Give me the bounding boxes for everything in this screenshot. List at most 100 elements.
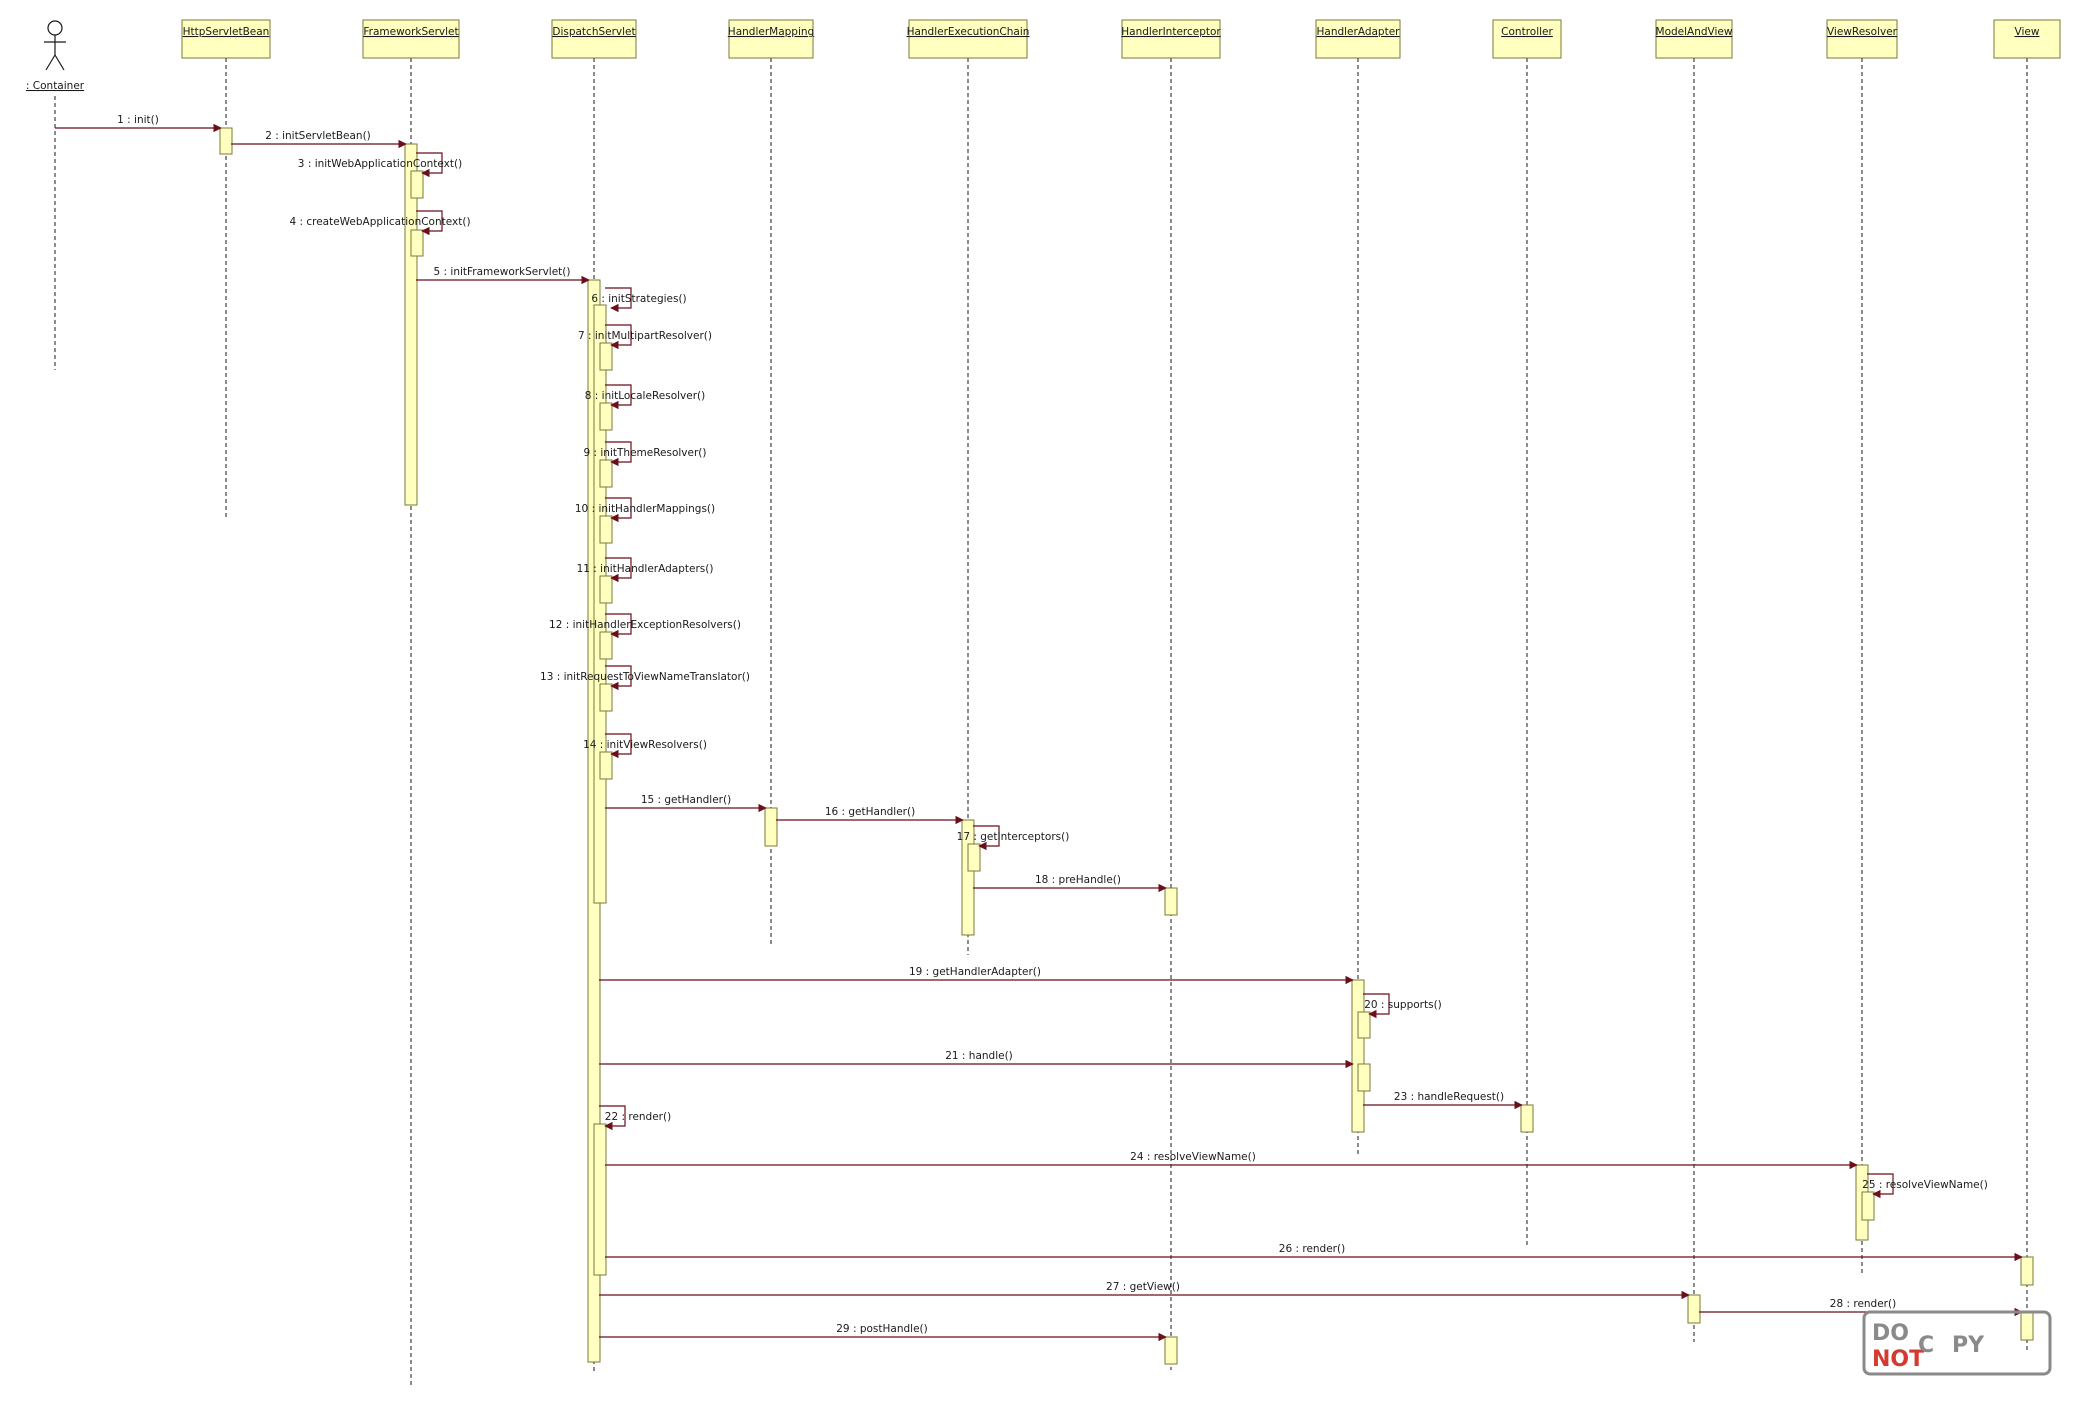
message-29: 29 : postHandle() [599, 1323, 1167, 1342]
participant-label: Controller [1501, 26, 1553, 38]
message-arrow [416, 152, 443, 178]
participant-box [181, 19, 271, 59]
participant-box [1315, 19, 1401, 59]
participant-box [1121, 19, 1221, 59]
message-label: 19 : getHandlerAdapter() [909, 966, 1041, 978]
message-21: 21 : handle() [599, 1050, 1354, 1069]
message-14: 14 : initViewResolvers() [583, 733, 707, 759]
message-25: 25 : resolveViewName() [1862, 1173, 1988, 1199]
message-label: 12 : initHandlerExceptionResolvers() [549, 619, 741, 631]
actor-leg-left [45, 54, 56, 71]
activation-handlerinterceptor-29 [1164, 1336, 1178, 1365]
participant-box [728, 19, 814, 59]
message-label: 16 : getHandler() [825, 806, 915, 818]
message-arrow [599, 1105, 626, 1131]
message-label: 10 : initHandlerMappings() [575, 503, 715, 515]
message-label: 24 : resolveViewName() [1130, 1151, 1256, 1163]
message-label: 21 : handle() [945, 1050, 1013, 1062]
actor-head [47, 20, 63, 36]
message-label: 3 : initWebApplicationContext() [298, 158, 462, 170]
participant-box [1993, 19, 2061, 59]
stamp-border [1862, 1310, 2052, 1376]
participant-frameworkservlet: FrameworkServlet [362, 19, 460, 59]
participant-box [908, 19, 1028, 59]
message-13: 13 : initRequestToViewNameTranslator() [540, 665, 750, 691]
message-label: 18 : preHandle() [1035, 874, 1121, 886]
message-8: 8 : initLocaleResolver() [585, 384, 705, 410]
activation-handlerinterceptor-18 [1164, 887, 1178, 916]
activation-handleradapter-21 [1357, 1063, 1371, 1092]
message-label: 17 : getInterceptors() [957, 831, 1070, 843]
message-label: 26 : render() [1279, 1243, 1345, 1255]
message-label: 25 : resolveViewName() [1862, 1179, 1988, 1191]
message-label: 11 : initHandlerAdapters() [577, 563, 714, 575]
message-label: 20 : supports() [1364, 999, 1442, 1011]
message-arrow [605, 557, 632, 583]
message-4: 4 : createWebApplicationContext() [289, 210, 471, 236]
message-22: 22 : render() [599, 1105, 671, 1131]
message-label: 2 : initServletBean() [265, 130, 371, 142]
message-11: 11 : initHandlerAdapters() [577, 557, 714, 583]
message-arrow [605, 287, 632, 313]
message-label: 5 : initFrameworkServlet() [434, 266, 571, 278]
activation-handlerexecutionchain-17 [967, 843, 981, 872]
participant-label: HandlerMapping [728, 26, 814, 38]
stamp-line-c: C [1918, 1333, 1934, 1358]
activation-dispatchservlet-11 [599, 575, 613, 604]
message-5: 5 : initFrameworkServlet() [416, 266, 590, 285]
activation-view-28 [2020, 1311, 2034, 1341]
participant-label: View [2015, 26, 2040, 38]
participant-httpservletbean: HttpServletBean [181, 19, 271, 59]
message-15: 15 : getHandler() [605, 794, 767, 813]
message-12: 12 : initHandlerExceptionResolvers() [549, 613, 741, 639]
do-not-copy-stamp: DO NOT C PY [1862, 1310, 2052, 1376]
activation-dispatchservlet-13 [599, 683, 613, 712]
message-label: 29 : postHandle() [836, 1323, 927, 1335]
message-18: 18 : preHandle() [973, 874, 1167, 893]
stamp-line-not: NOT [1872, 1347, 1924, 1372]
activation-dispatchservlet-7 [599, 342, 613, 371]
message-label: 6 : initStrategies() [591, 293, 686, 305]
participant-box [1655, 19, 1733, 59]
participant-modelandview: ModelAndView [1655, 19, 1733, 59]
message-2: 2 : initServletBean() [231, 130, 407, 149]
message-3: 3 : initWebApplicationContext() [298, 152, 462, 178]
message-20: 20 : supports() [1363, 993, 1442, 1019]
participant-controller: Controller [1492, 19, 1562, 59]
activation-httpservletbean [219, 127, 233, 155]
message-label: 9 : initThemeResolver() [584, 447, 707, 459]
activation-handlermapping [764, 807, 778, 847]
message-28: 28 : render() [1699, 1298, 2023, 1317]
activation-dispatchservlet-10 [599, 515, 613, 544]
activation-dispatchservlet-8 [599, 402, 613, 431]
message-label: 8 : initLocaleResolver() [585, 390, 705, 402]
activation-view-26 [2020, 1256, 2034, 1286]
message-6: 6 : initStrategies() [591, 287, 687, 313]
message-arrow [605, 324, 632, 350]
stamp-line-do: DO [1872, 1321, 1909, 1346]
participant-label: FrameworkServlet [363, 26, 458, 38]
participant-label: HandlerInterceptor [1121, 26, 1221, 38]
message-16: 16 : getHandler() [776, 806, 964, 825]
message-arrow [605, 613, 632, 639]
participant-box [551, 19, 637, 59]
message-9: 9 : initThemeResolver() [584, 441, 707, 467]
participant-viewresolver: ViewResolver [1826, 19, 1898, 59]
participant-box [1826, 19, 1898, 59]
participant-handlerinterceptor: HandlerInterceptor [1121, 19, 1221, 59]
activation-frameworkservlet-4 [410, 229, 424, 257]
message-label: 23 : handleRequest() [1394, 1091, 1504, 1103]
message-label: 13 : initRequestToViewNameTranslator() [540, 671, 750, 683]
activation-handleradapter [1351, 979, 1365, 1133]
participant-view: View [1993, 19, 2061, 59]
message-arrow [973, 825, 1000, 851]
message-17: 17 : getInterceptors() [957, 825, 1070, 851]
message-label: 15 : getHandler() [641, 794, 731, 806]
activation-modelandview [1687, 1294, 1701, 1324]
participant-handlerexecutionchain: HandlerExecutionChain [907, 19, 1029, 59]
message-7: 7 : initMultipartResolver() [578, 324, 712, 350]
message-label: 22 : render() [605, 1111, 671, 1123]
participant-label: ModelAndView [1656, 26, 1733, 38]
message-arrow [605, 733, 632, 759]
